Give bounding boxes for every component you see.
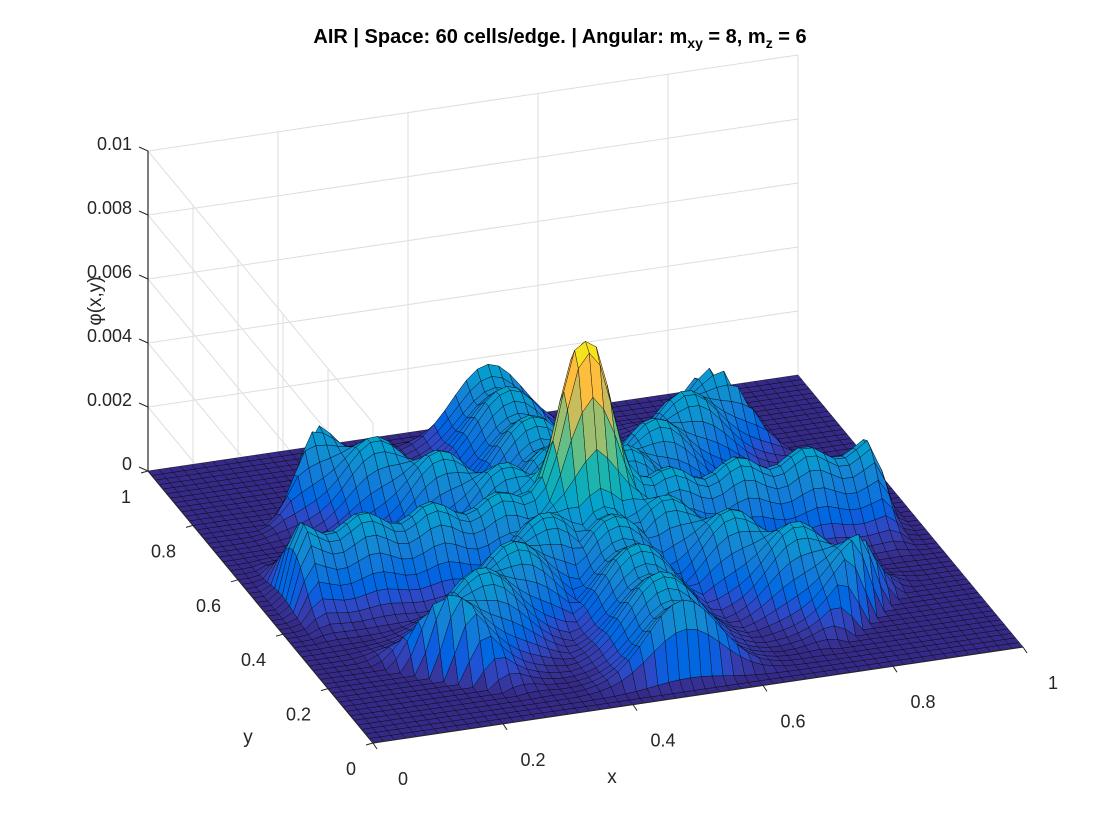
x-tick-label: 0 <box>398 769 408 789</box>
x-tick-mark <box>1022 646 1028 654</box>
y-tick-mark <box>140 470 149 474</box>
z-tick-mark <box>138 274 149 280</box>
x-tick-mark <box>372 742 378 750</box>
y-tick-label: 1 <box>121 487 131 507</box>
z-tick-label: 0.008 <box>87 198 132 218</box>
y-tick-label: 0.8 <box>151 541 176 561</box>
x-tick-label: 0.8 <box>910 692 935 712</box>
y-tick-label: 0.6 <box>196 596 221 616</box>
x-tick-label: 0.2 <box>520 750 545 770</box>
x-tick-label: 0.4 <box>650 731 675 751</box>
y-tick-mark <box>275 633 284 637</box>
y-tick-label: 0.2 <box>286 705 311 725</box>
surface-mesh <box>147 340 1024 744</box>
y-tick-label: 0 <box>346 759 356 779</box>
back-wall-right <box>148 55 798 471</box>
y-tick-mark <box>365 742 374 746</box>
z-tick-label: 0.002 <box>87 390 132 410</box>
z-tick-mark <box>138 338 149 344</box>
y-tick-mark <box>320 688 329 692</box>
z-tick-mark <box>138 466 149 472</box>
x-tick-mark <box>632 704 638 711</box>
z-tick-mark <box>138 146 149 152</box>
chart-title: AIR | Space: 60 cells/edge. | Angular: m… <box>313 26 807 51</box>
z-axis-label: φ(x,y) <box>85 276 106 325</box>
y-tick-label: 0.4 <box>241 650 266 670</box>
z-tick-mark <box>138 210 149 216</box>
y-tick-mark <box>185 524 194 528</box>
y-tick-mark <box>230 579 239 583</box>
z-tick-mark <box>138 402 149 408</box>
x-tick-label: 0.6 <box>780 711 805 731</box>
x-axis-label: x <box>607 767 617 788</box>
z-tick-label: 0.01 <box>97 134 132 154</box>
x-tick-mark <box>762 685 768 692</box>
z-tick-label: 0.004 <box>87 326 132 346</box>
y-axis-label: y <box>243 727 253 748</box>
x-tick-mark <box>892 665 898 673</box>
z-tick-label: 0 <box>122 454 132 474</box>
x-tick-mark <box>502 723 508 731</box>
x-tick-label: 1 <box>1048 673 1058 693</box>
